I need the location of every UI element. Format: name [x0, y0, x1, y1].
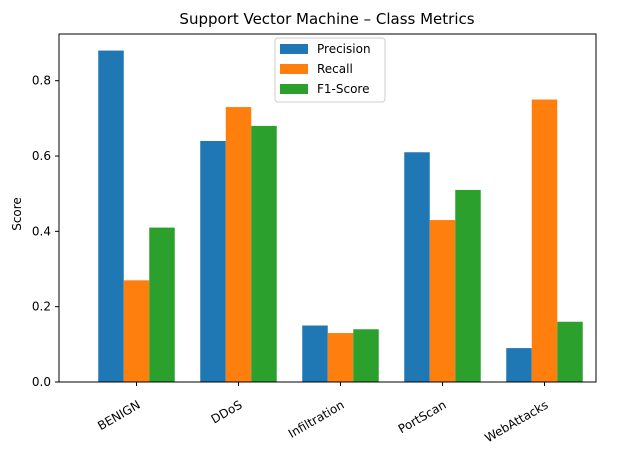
bar-precision-webattacks	[506, 348, 532, 382]
bar-recall-ddos	[225, 107, 252, 382]
legend-swatch-recall	[280, 64, 308, 74]
y-tick-label: 0.4	[32, 224, 51, 238]
y-tick-label: 0.8	[32, 74, 51, 88]
bar-recall-infiltration	[327, 333, 354, 382]
x-tick-label: WebAttacks	[482, 398, 550, 445]
bar-f1-score-portscan	[455, 189, 481, 382]
y-axis-label: Score	[10, 197, 24, 231]
legend-label-precision: Precision	[317, 42, 371, 56]
chart-title: Support Vector Machine – Class Metrics	[179, 10, 474, 28]
x-tick-label: Infiltration	[286, 398, 347, 441]
bar-recall-benign	[123, 280, 150, 382]
legend-swatch-precision	[280, 44, 308, 54]
bar-precision-benign	[98, 50, 124, 382]
y-axis-ticks: 0.0 0.2 0.4 0.6 0.8	[32, 74, 59, 389]
plot-frame	[58, 33, 597, 383]
bars-group	[98, 50, 583, 383]
x-axis-ticks: BENIGN DDoS Infiltration PortScan WebAttacks	[95, 382, 551, 445]
bar-recall-webattacks	[531, 99, 558, 382]
y-tick-label: 0.0	[32, 375, 51, 389]
y-tick-label: 0.6	[32, 149, 51, 163]
bar-precision-infiltration	[302, 325, 328, 382]
legend-label-recall: Recall	[317, 62, 353, 76]
bar-f1-score-webattacks	[557, 321, 583, 382]
bar-f1-score-ddos	[251, 125, 277, 383]
bar-precision-ddos	[200, 140, 226, 382]
bar-f1-score-benign	[149, 227, 175, 382]
legend-swatch-f1-score	[280, 84, 308, 94]
bar-f1-score-infiltration	[353, 329, 379, 382]
legend: Precision Recall F1-Score	[274, 37, 386, 103]
legend-label-f1-score: F1-Score	[317, 82, 369, 96]
x-tick-label: DDoS	[209, 398, 245, 427]
bar-precision-portscan	[404, 152, 430, 382]
y-tick-label: 0.2	[32, 300, 51, 314]
bar-recall-portscan	[429, 220, 456, 382]
x-tick-label: PortScan	[396, 398, 449, 437]
x-tick-label: BENIGN	[95, 398, 142, 433]
